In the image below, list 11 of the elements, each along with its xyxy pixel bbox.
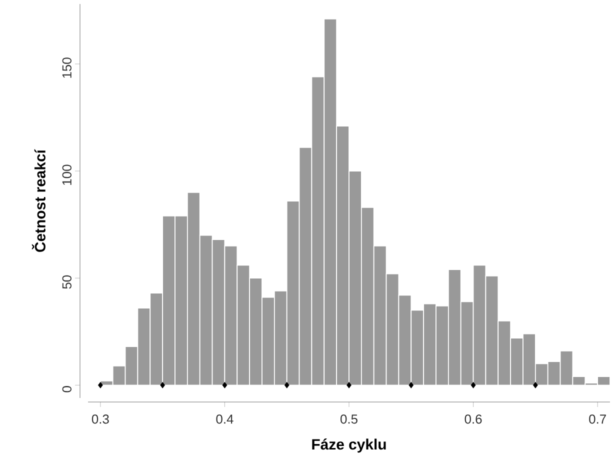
x-tick-label: 0.5 xyxy=(340,414,358,424)
y-tick-label: 100 xyxy=(62,164,72,185)
x-tick-label: 0.4 xyxy=(216,414,234,424)
y-tick-label: 150 xyxy=(62,58,72,78)
x-tick-label: 0.3 xyxy=(92,414,109,424)
y-tick-label: 0 xyxy=(62,386,72,392)
x-tick-label: 0.6 xyxy=(464,414,482,424)
y-tick-label: 50 xyxy=(62,275,72,289)
y-axis-title: Četnost reakcí xyxy=(32,149,46,252)
x-axis-title: Fáze cyklu xyxy=(312,438,386,453)
x-tick-label: 0.7 xyxy=(589,414,606,424)
